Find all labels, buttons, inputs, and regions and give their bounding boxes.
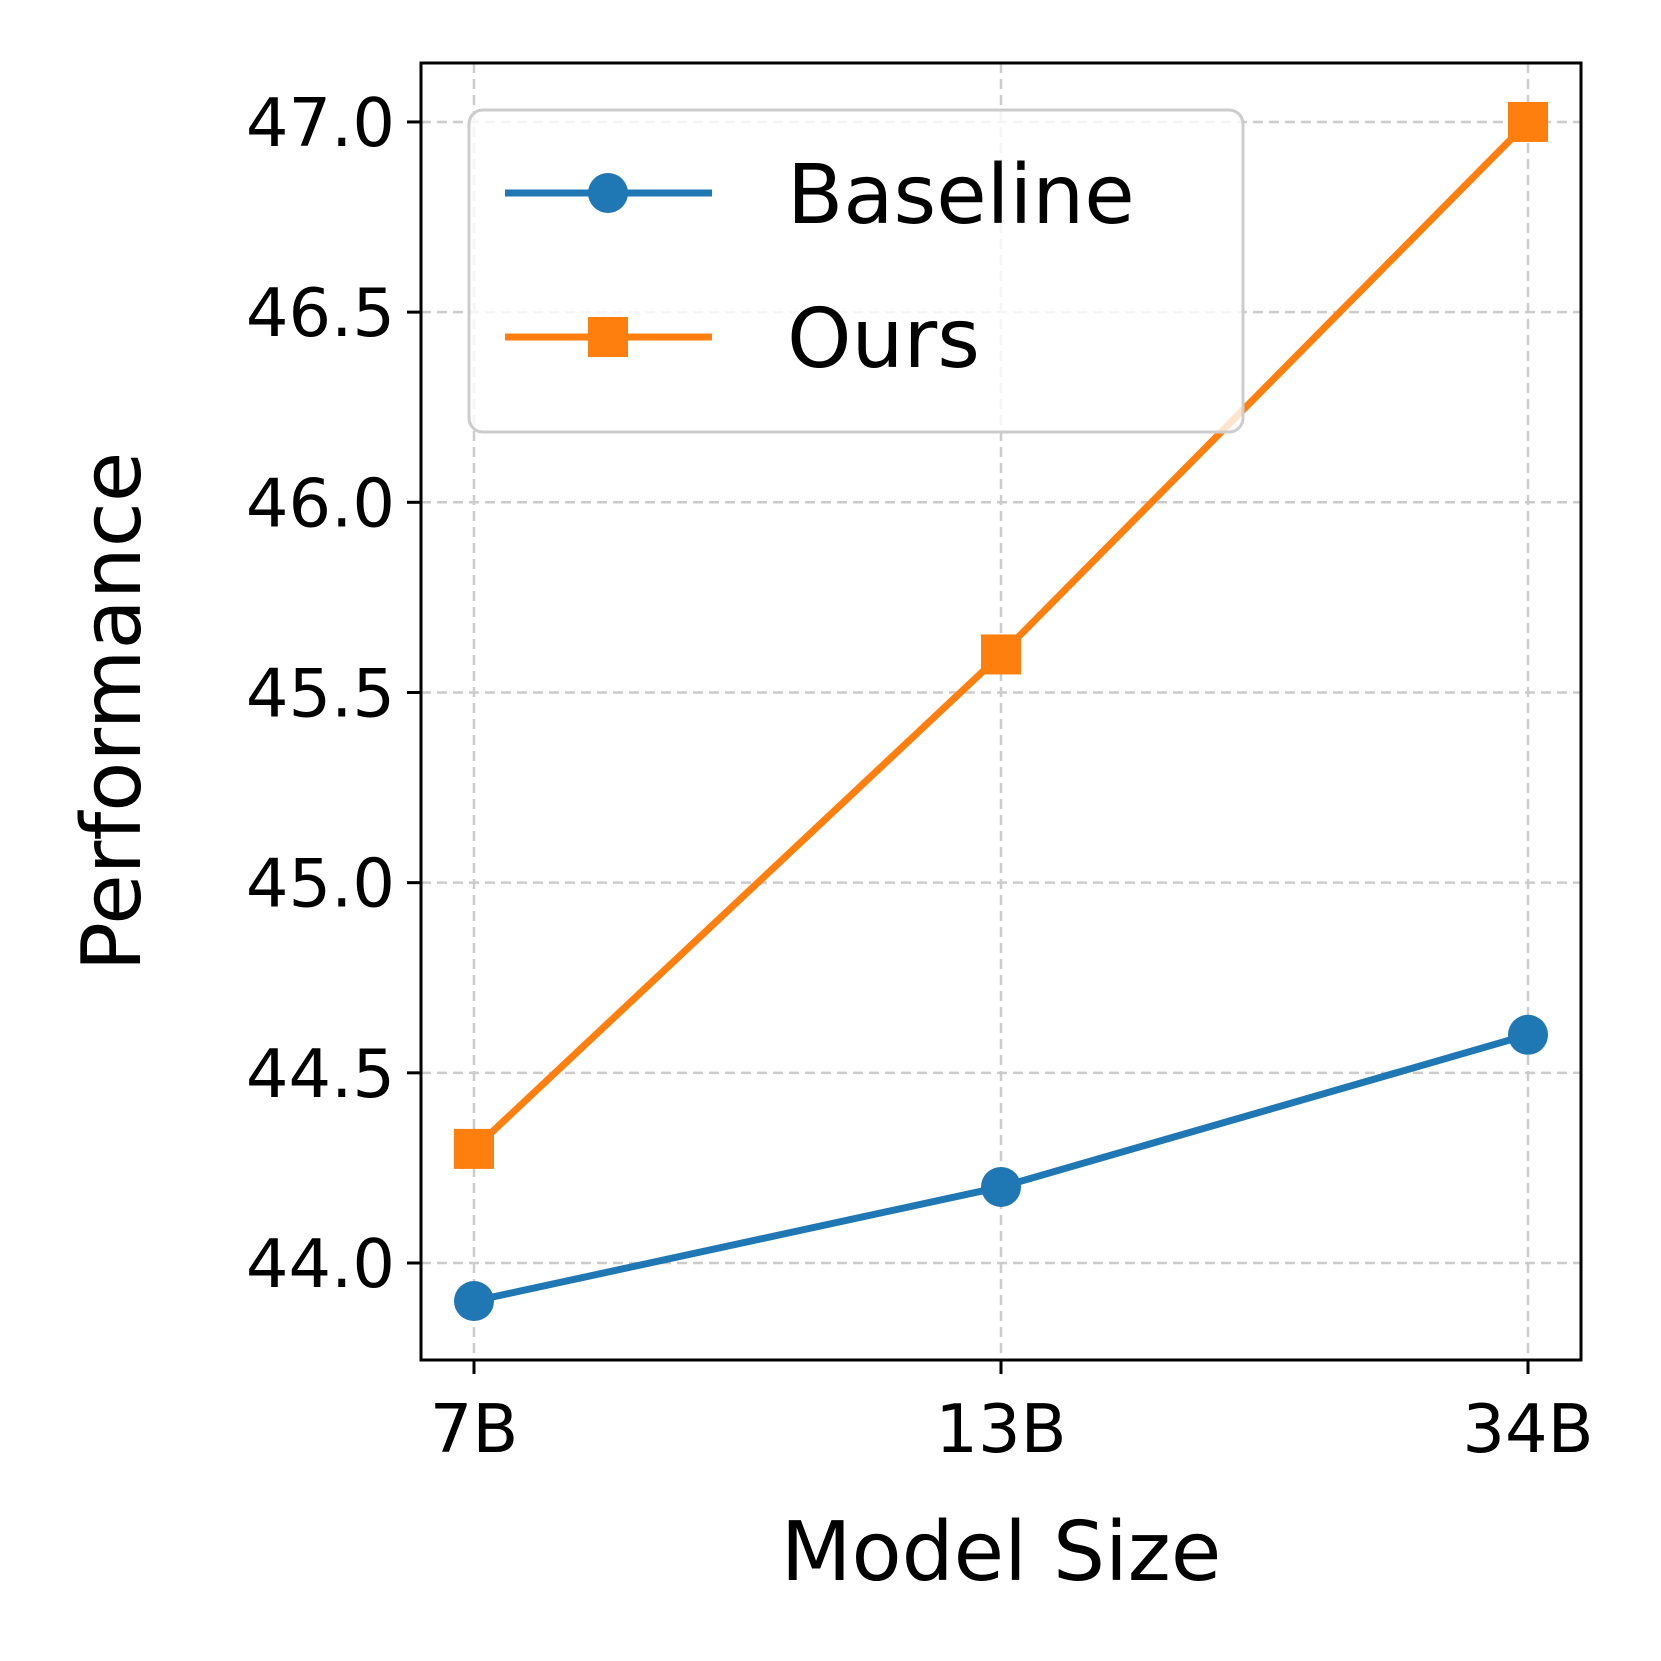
baseline-data-point <box>454 1281 494 1322</box>
y-tick-label: 44.5 <box>246 1035 395 1113</box>
y-tick-label: 46.0 <box>246 464 395 542</box>
y-tick-label: 47.0 <box>246 84 395 162</box>
ours-data-point <box>981 634 1021 675</box>
y-tick-label: 45.5 <box>246 654 395 732</box>
y-tick-label: 44.0 <box>246 1225 395 1303</box>
baseline-data-point <box>1508 1014 1548 1055</box>
axis-ticks: 7B 13B 34B 44.0 44.5 45.0 45.5 46.0 46.5 47.0 <box>246 84 1594 1468</box>
y-tick-label: 46.5 <box>246 274 395 352</box>
x-axis-label: Model Size <box>781 1505 1222 1600</box>
ours-legend-marker <box>588 317 628 357</box>
y-axis-label: Performance <box>65 452 160 972</box>
ours-data-point <box>454 1128 494 1169</box>
ours-data-point <box>1508 101 1548 142</box>
baseline-data-point <box>981 1166 1021 1207</box>
baseline-legend-label: Baseline <box>787 148 1135 243</box>
legend: Baseline Ours <box>467 108 1245 434</box>
baseline-legend-marker <box>588 173 628 213</box>
ours-legend-label: Ours <box>787 292 980 387</box>
y-tick-label: 45.0 <box>246 845 395 923</box>
x-tick-label: 13B <box>935 1390 1066 1468</box>
series-layer <box>454 101 1548 1322</box>
x-tick-label: 7B <box>430 1390 519 1468</box>
x-tick-label: 34B <box>1462 1390 1593 1468</box>
